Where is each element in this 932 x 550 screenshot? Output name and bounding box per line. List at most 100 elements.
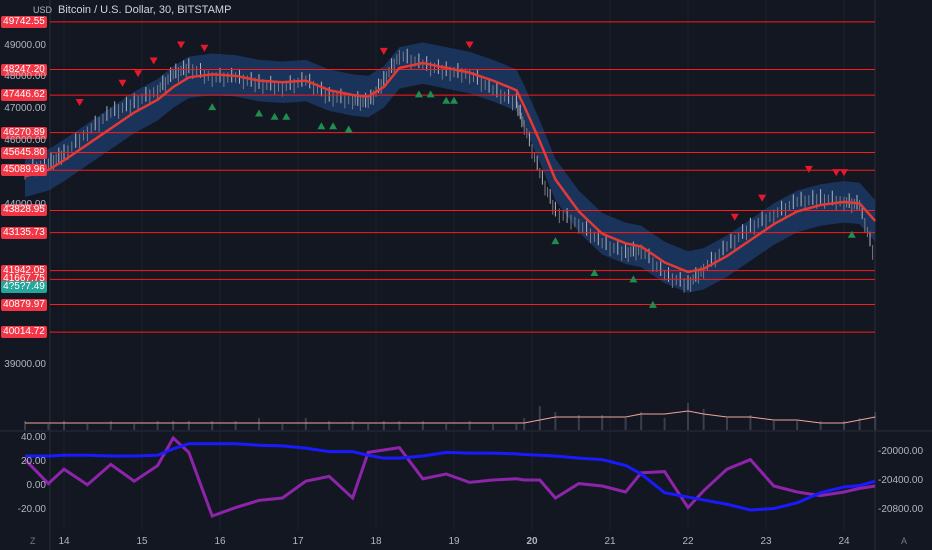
oscillator-tick-label: 40.00 bbox=[20, 432, 46, 443]
volume-bar bbox=[382, 421, 385, 430]
volume-bar bbox=[554, 412, 557, 430]
auto-scale-button[interactable]: A bbox=[901, 536, 908, 546]
volume-bar bbox=[858, 418, 861, 430]
down-arrow-icon bbox=[758, 194, 767, 202]
volume-bar bbox=[47, 424, 50, 430]
x-tick-label: 22 bbox=[682, 536, 694, 547]
volume-bar bbox=[538, 406, 541, 430]
price-level-tag: 46270.89 bbox=[1, 126, 47, 139]
down-arrow-icon bbox=[177, 41, 185, 49]
up-arrow-icon bbox=[426, 90, 435, 98]
right-axis-tick-label: -20400.00 bbox=[878, 475, 924, 487]
down-arrow-icon bbox=[832, 169, 841, 177]
volume-bar bbox=[445, 424, 448, 430]
price-levels bbox=[50, 21, 875, 333]
down-arrow-icon bbox=[149, 57, 158, 65]
y-tick-label: 44000.00 bbox=[4, 199, 46, 211]
volume-bar bbox=[772, 421, 775, 430]
up-arrow-icon bbox=[450, 96, 458, 104]
zoom-button[interactable]: Z bbox=[30, 536, 36, 546]
down-arrow-icon bbox=[804, 165, 813, 173]
x-tick-label: 21 bbox=[604, 536, 616, 547]
volume-bar bbox=[258, 418, 260, 430]
down-arrow-icon bbox=[118, 79, 127, 87]
up-arrow-icon bbox=[414, 90, 423, 98]
volume-bar bbox=[421, 421, 424, 430]
y-tick-label: 46000.00 bbox=[4, 135, 46, 147]
volume-bar bbox=[398, 421, 401, 430]
up-arrow-icon bbox=[329, 122, 338, 130]
volume-bar bbox=[63, 421, 65, 430]
x-tick-label: 15 bbox=[136, 536, 148, 547]
currency-label: USD bbox=[33, 5, 53, 15]
up-arrow-icon bbox=[282, 112, 291, 120]
volume-bar bbox=[624, 418, 627, 430]
volume-bar bbox=[874, 412, 877, 430]
price-level-tag: 47446.62 bbox=[1, 89, 47, 102]
volume-bar bbox=[819, 421, 822, 430]
price-level-tag: 45645.80 bbox=[1, 146, 47, 159]
oscillator-panel bbox=[23, 435, 876, 518]
down-arrow-icon bbox=[840, 169, 848, 177]
y-tick-label: 47000.00 bbox=[4, 103, 46, 115]
up-arrow-icon bbox=[629, 275, 638, 283]
volume-bar bbox=[234, 421, 237, 430]
up-arrow-icon bbox=[270, 112, 279, 120]
x-tick-label: 18 bbox=[370, 536, 382, 547]
down-arrow-icon bbox=[134, 70, 143, 78]
chart-title: Bitcoin / U.S. Dollar, 30, BITSTAMP bbox=[58, 4, 232, 16]
volume-bar bbox=[726, 418, 728, 430]
volume-bar bbox=[86, 424, 89, 430]
volume-bar bbox=[351, 421, 354, 430]
y-tick-label: 39000.00 bbox=[4, 358, 46, 370]
signal-markers bbox=[75, 41, 856, 308]
volume-bar bbox=[663, 418, 666, 430]
down-arrow-icon bbox=[465, 41, 474, 49]
volume-bar bbox=[601, 415, 604, 430]
volume-bar bbox=[24, 421, 26, 430]
up-arrow-icon bbox=[590, 269, 599, 277]
oscillator-tick-label: 0.00 bbox=[26, 480, 46, 491]
volume-bar bbox=[304, 418, 307, 430]
oscillator-tick-label: 20.00 bbox=[20, 456, 46, 467]
volume-bar bbox=[523, 418, 526, 430]
down-arrow-icon bbox=[75, 98, 84, 106]
volume-bar bbox=[367, 424, 370, 430]
volume-bar bbox=[577, 415, 580, 430]
x-tick-label: 16 bbox=[214, 536, 226, 547]
up-arrow-icon bbox=[847, 230, 856, 238]
up-arrow-icon bbox=[648, 300, 657, 308]
right-axis-tick-label: -20000.00 bbox=[878, 446, 924, 458]
oscillator-line bbox=[23, 435, 876, 518]
ma-line bbox=[24, 61, 877, 274]
y-tick-label: 49000.00 bbox=[4, 39, 46, 51]
volume-bar bbox=[156, 421, 159, 430]
x-tick-label: 23 bbox=[760, 536, 772, 547]
price-level-tag: 43828.95 bbox=[1, 204, 47, 217]
volume-ma bbox=[25, 410, 876, 424]
up-arrow-icon bbox=[551, 237, 560, 245]
volume-bar bbox=[515, 424, 518, 430]
volume-bar bbox=[328, 421, 331, 430]
volume-bar bbox=[687, 403, 689, 430]
moving-average bbox=[24, 61, 877, 274]
price-level-tag: 40014.72 bbox=[1, 326, 47, 339]
price-level-tag: 49742.55 bbox=[1, 15, 47, 28]
volume-bar bbox=[640, 412, 643, 430]
volume-bar bbox=[843, 421, 845, 430]
price-level-tag: 45089.96 bbox=[1, 164, 47, 177]
down-arrow-icon bbox=[730, 213, 739, 221]
right-axis-tick-label: -20800.00 bbox=[878, 504, 924, 515]
up-arrow-icon bbox=[317, 122, 326, 130]
volume-bar bbox=[702, 409, 705, 430]
volume-bar bbox=[281, 424, 284, 430]
up-arrow-icon bbox=[442, 96, 451, 104]
price-level-tag: 43135.73 bbox=[1, 226, 47, 239]
volume-bar bbox=[211, 421, 214, 430]
down-arrow-icon bbox=[379, 47, 388, 55]
x-tick-label: 17 bbox=[292, 536, 304, 547]
volume-bar bbox=[796, 421, 799, 430]
up-arrow-icon bbox=[255, 109, 263, 117]
volume-bar bbox=[109, 421, 112, 430]
